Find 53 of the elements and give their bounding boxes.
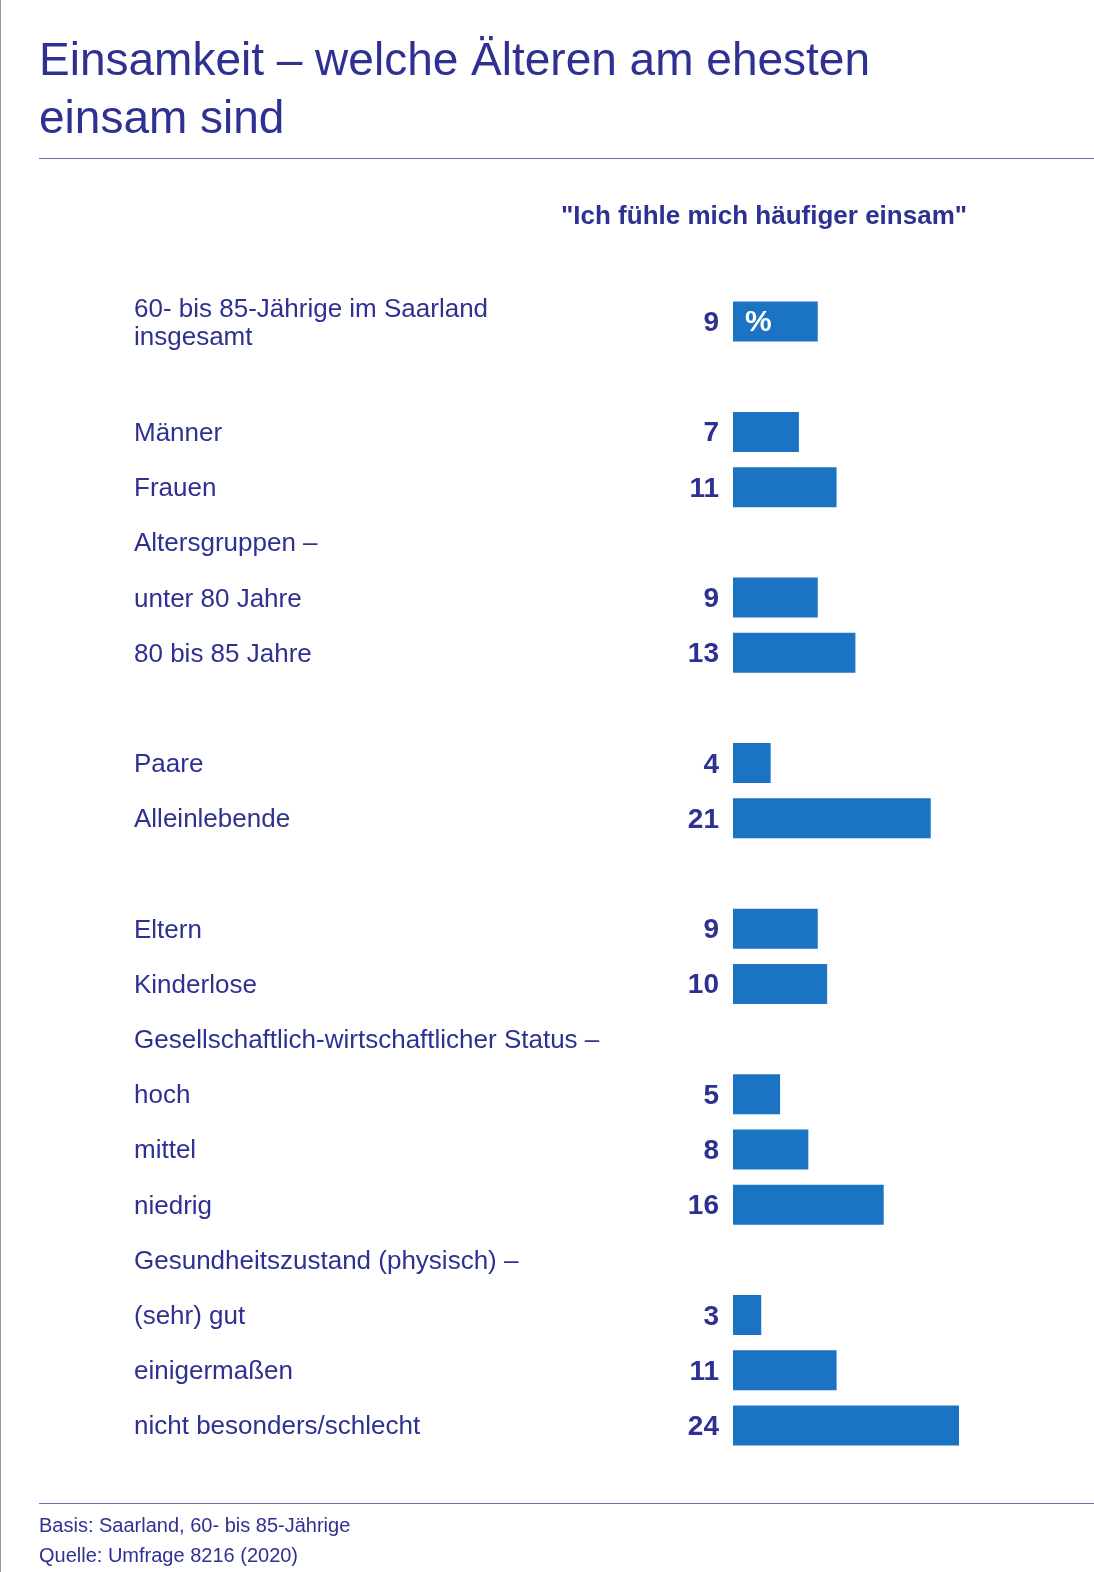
y-tick-label: Paare (134, 748, 204, 779)
data-label: 24 (687, 1409, 720, 1441)
y-tick-label: Alleinlebende (134, 803, 291, 834)
data-label: 3 (703, 1299, 719, 1331)
y-tick-label: Gesellschaftlich-wirtschaftlicher Status – (134, 1024, 600, 1055)
data-label: 13 (687, 637, 719, 669)
source-note: Quelle: Umfrage 8216 (2020) (39, 1543, 300, 1568)
bar (733, 411, 799, 452)
data-label: 16 (687, 1189, 719, 1221)
data-label: 8 (703, 1133, 719, 1165)
bar (733, 632, 856, 673)
y-tick-label: nicht besonders/schlecht (134, 1410, 421, 1441)
data-label: 11 (689, 1354, 719, 1386)
y-tick-label: einigermaßen (134, 1355, 293, 1386)
data-label: 5 (703, 1078, 719, 1110)
y-tick-label: Gesundheitszustand (physisch) – (134, 1244, 519, 1275)
y-tick-label: unter 80 Jahre (134, 582, 302, 613)
bar (733, 1350, 837, 1391)
y-tick-label: 80 bis 85 Jahre (134, 637, 312, 668)
y-tick-label: Männer (134, 416, 223, 447)
bar (733, 1405, 959, 1446)
data-label: 4 (703, 747, 720, 779)
y-tick-label: Altersgruppen – (134, 527, 319, 558)
bar (733, 1295, 762, 1336)
y-tick-label: 60- bis 85-Jährige im Saarland insgesamt (134, 292, 489, 351)
y-tick-label: Eltern (134, 913, 202, 944)
y-tick-label: niedrig (134, 1189, 213, 1220)
data-label: 21 (687, 802, 719, 834)
data-label: 9 (703, 306, 719, 338)
chart-subtitle: "Ich fühle mich häufiger einsam" (561, 200, 968, 231)
data-label: 11 (689, 471, 719, 503)
y-tick-label: hoch (134, 1079, 191, 1110)
data-label: 7 (703, 416, 719, 448)
annotation: % (745, 304, 772, 338)
bar (733, 1129, 809, 1170)
y-tick-label: Frauen (134, 472, 217, 503)
bar (733, 301, 818, 342)
bar (733, 577, 818, 618)
y-tick-label: Kinderlose (134, 968, 257, 999)
bar (733, 1074, 781, 1115)
bar (733, 798, 931, 839)
data-label: 9 (703, 913, 719, 945)
y-tick-label: mittel (134, 1134, 197, 1165)
data-label: 10 (687, 968, 719, 1000)
bar (733, 743, 771, 784)
chart-title: Einsamkeit – welche Älteren am ehesten einsam sind (39, 32, 871, 145)
bar (733, 1184, 884, 1225)
bar (733, 908, 818, 949)
text: Basis: Saarland, 60- bis 85-Jährige (39, 1513, 351, 1538)
bar (733, 467, 837, 508)
data-label: 9 (703, 582, 719, 614)
y-tick-label: (sehr) gut (134, 1300, 247, 1331)
bar (733, 963, 828, 1004)
